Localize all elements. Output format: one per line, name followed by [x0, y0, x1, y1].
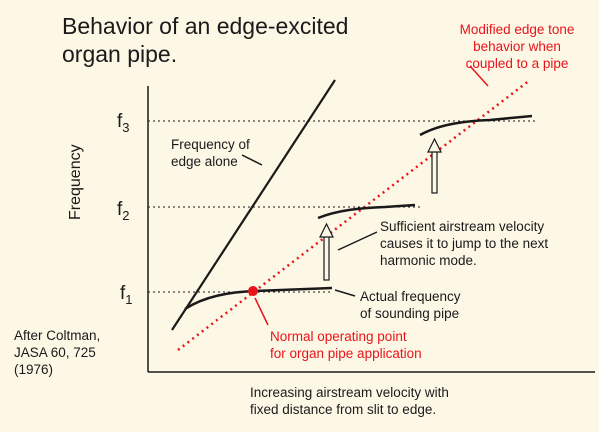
modified-line-2: behavior when: [473, 39, 561, 54]
normal-operating-label: Normal operating point for organ pipe ap…: [270, 328, 422, 362]
modified-pointer: [469, 65, 489, 87]
operating-point-marker: [248, 286, 258, 296]
f3-pipe-curve: [419, 114, 533, 137]
edge-alone-label: Frequency of edge alone: [171, 136, 250, 170]
jump-line-1: Sufficient airstream velocity: [380, 219, 545, 234]
title-line-2: organ pipe.: [62, 41, 178, 67]
f3-label: f3: [117, 111, 130, 135]
actual-line-2: of sounding pipe: [360, 306, 460, 321]
x-axis-line-1: Increasing airstream velocity with: [250, 385, 449, 400]
jump-pointer: [337, 231, 378, 251]
modified-edge-tone-line: [177, 79, 531, 351]
diagram-title: Behavior of an edge-excited organ pipe.: [62, 12, 348, 68]
normal-line-2: for organ pipe application: [270, 346, 422, 361]
operating-point-pointer: [254, 297, 269, 326]
f2-pipe-curve: [317, 203, 416, 220]
f2-label: f2: [117, 199, 130, 223]
title-line-1: Behavior of an edge-excited: [62, 13, 349, 39]
citation-line-2: JASA 60, 725: [14, 345, 96, 360]
jump-annotation: Sufficient airstream velocity causes it …: [380, 218, 548, 269]
jump-line-3: harmonic mode.: [380, 253, 477, 268]
normal-line-1: Normal operating point: [270, 329, 407, 344]
modified-line-3: coupled to a pipe: [465, 56, 569, 71]
citation-line-1: After Coltman,: [14, 328, 101, 343]
citation: After Coltman, JASA 60, 725 (1976): [14, 327, 100, 378]
actual-line-1: Actual frequency: [360, 289, 461, 304]
edge-alone-line: [171, 79, 336, 331]
edge-alone-line-2: edge alone: [171, 154, 238, 169]
modified-line-1: Modified edge tone: [459, 22, 575, 37]
actual-frequency-label: Actual frequency of sounding pipe: [360, 288, 461, 322]
citation-line-3: (1976): [14, 362, 54, 377]
edge-alone-line-1: Frequency of: [171, 137, 250, 152]
actual-frequency-pointer: [334, 289, 356, 297]
x-axis-line-2: fixed distance from slit to edge.: [250, 402, 437, 417]
jump-arrow-f2-to-f3: [427, 137, 442, 194]
jump-arrow-f1-to-f2: [319, 222, 334, 281]
jump-line-2: causes it to jump to the next: [380, 236, 549, 251]
modified-behavior-label: Modified edge tone behavior when coupled…: [442, 21, 592, 72]
x-axis-label: Increasing airstream velocity with fixed…: [250, 384, 449, 418]
f1-label: f1: [120, 283, 133, 307]
edge-alone-pointer: [241, 154, 263, 166]
